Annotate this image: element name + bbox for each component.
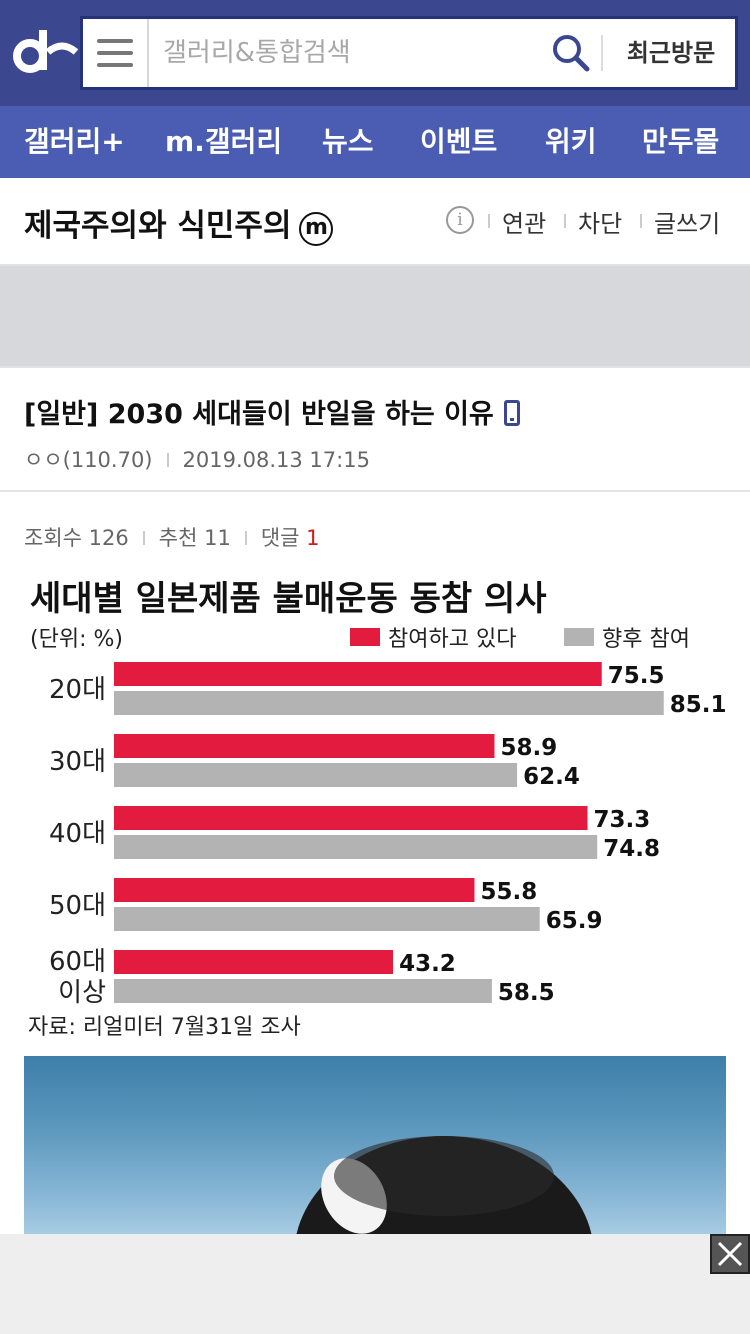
ad-banner[interactable] — [0, 266, 750, 366]
data-label-1-1: 62.4 — [523, 764, 580, 790]
post-photo — [24, 1056, 726, 1234]
gallery-title[interactable]: 제국주의와 식민주의 m — [24, 200, 334, 246]
views-label: 조회수 — [24, 526, 82, 550]
chart-source: 자료: 리얼미터 7월31일 조사 — [28, 1015, 301, 1040]
recommend-label: 추천 — [158, 526, 198, 550]
legend-swatch-1 — [564, 628, 594, 646]
post-author[interactable]: ㅇㅇ(110.70) — [24, 448, 153, 472]
post-title-text: [일반] 2030 세대들이 반일을 하는 이유 — [24, 399, 494, 430]
nav-item-event[interactable]: 이벤트 — [420, 125, 498, 158]
info-icon[interactable]: i — [446, 206, 474, 234]
dc-logo-icon[interactable] — [10, 26, 78, 78]
write-link[interactable]: 글쓰기 — [654, 210, 721, 238]
legend-label-1: 향후 참여 — [602, 627, 690, 652]
nav-item-wiki[interactable]: 위키 — [545, 125, 597, 158]
bar-0-0 — [114, 662, 602, 686]
category-label-4-line2: 이상 — [58, 978, 106, 1008]
chart-title: 세대별 일본제품 불매운동 동참 의사 — [30, 579, 547, 619]
search-icon[interactable] — [551, 33, 591, 73]
nav-item-mandumall[interactable]: 만두몰 — [642, 125, 720, 158]
category-label-1: 30대 — [49, 747, 106, 777]
bar-2-1 — [114, 835, 598, 859]
gallery-header: 제국주의와 식민주의 m i 연관 차단 글쓰기 — [0, 178, 750, 266]
search-divider — [601, 35, 603, 71]
category-label-2: 40대 — [49, 819, 106, 849]
penguin-illustration — [296, 1136, 592, 1234]
chart-image: 세대별 일본제품 불매운동 동참 의사 (단위: %) 참여하고 있다 향후 참여 20… — [24, 566, 726, 1046]
block-link[interactable]: 차단 — [578, 210, 623, 238]
divider — [488, 214, 490, 228]
data-label-0-0: 75.5 — [608, 663, 665, 689]
divider — [142, 531, 145, 545]
gallery-title-text: 제국주의와 식민주의 — [24, 208, 292, 244]
divider — [640, 214, 642, 228]
legend-label-0: 참여하고 있다 — [388, 627, 516, 652]
data-label-3-1: 65.9 — [546, 908, 603, 934]
nav-item-gallery-plus[interactable]: 갤러리+ — [24, 125, 125, 158]
data-label-2-0: 73.3 — [594, 807, 651, 833]
data-label-3-0: 55.8 — [480, 879, 537, 905]
post-header: [일반] 2030 세대들이 반일을 하는 이유 ㅇㅇ(110.70) 2019.… — [0, 366, 750, 492]
bar-1-0 — [114, 734, 495, 758]
bar-2-0 — [114, 806, 588, 830]
post-meta: ㅇㅇ(110.70) 2019.08.13 17:15 — [24, 444, 370, 474]
category-label-0: 20대 — [49, 675, 106, 705]
post-date: 2019.08.13 17:15 — [182, 448, 370, 472]
recent-visit-button[interactable]: 최근방문 — [626, 39, 716, 67]
bar-4-1 — [114, 979, 492, 1003]
legend-swatch-0 — [350, 628, 380, 646]
bar-4-0 — [114, 950, 394, 974]
related-link[interactable]: 연관 — [502, 210, 547, 238]
data-label-2-1: 74.8 — [603, 836, 660, 862]
top-header: 최근방문 — [0, 0, 750, 106]
views-count: 126 — [88, 526, 129, 550]
bottom-ad-banner[interactable] — [0, 1234, 750, 1334]
divider — [564, 214, 566, 228]
data-label-4-1: 58.5 — [498, 980, 555, 1006]
close-icon[interactable] — [710, 1234, 750, 1274]
comments-label[interactable]: 댓글 — [260, 526, 300, 550]
bar-3-1 — [114, 907, 540, 931]
bar-0-1 — [114, 691, 664, 715]
data-label-0-1: 85.1 — [670, 692, 726, 718]
post-title: [일반] 2030 세대들이 반일을 하는 이유 — [24, 392, 520, 431]
main-nav: 갤러리+ m.갤러리 뉴스 이벤트 위키 만두몰 — [0, 106, 750, 178]
category-label-4-line1: 60대 — [49, 947, 106, 977]
divider — [244, 531, 247, 545]
comments-count[interactable]: 1 — [306, 526, 320, 550]
nav-item-m-gallery[interactable]: m.갤러리 — [165, 125, 283, 158]
category-label-3: 50대 — [49, 891, 106, 921]
divider — [166, 453, 169, 467]
minor-gallery-badge: m — [299, 212, 334, 246]
chart-unit-label: (단위: %) — [30, 627, 123, 652]
bar-3-0 — [114, 878, 475, 902]
recommend-count: 11 — [204, 526, 231, 550]
nav-item-news[interactable]: 뉴스 — [322, 125, 374, 158]
data-label-4-0: 43.2 — [399, 951, 456, 977]
data-label-1-0: 58.9 — [500, 735, 557, 761]
search-box: 최근방문 — [80, 16, 738, 90]
menu-button[interactable] — [83, 19, 149, 87]
search-input[interactable] — [149, 19, 549, 87]
bar-chart: 세대별 일본제품 불매운동 동참 의사 (단위: %) 참여하고 있다 향후 참여 20… — [28, 579, 726, 1040]
bar-1-1 — [114, 763, 518, 787]
post-stats: 조회수 126 추천 11 댓글 1 — [24, 522, 320, 552]
mobile-icon — [503, 400, 520, 426]
